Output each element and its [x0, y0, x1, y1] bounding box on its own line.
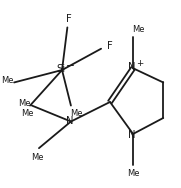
- Text: Me: Me: [132, 25, 145, 34]
- Text: Me: Me: [127, 169, 139, 178]
- Text: +: +: [136, 59, 144, 68]
- Text: Me: Me: [21, 109, 34, 118]
- Text: N: N: [66, 116, 74, 126]
- Text: N: N: [129, 130, 136, 140]
- Text: N: N: [129, 62, 136, 72]
- Text: F: F: [107, 41, 113, 51]
- Text: Me: Me: [31, 152, 43, 161]
- Text: Me: Me: [70, 109, 83, 118]
- Text: Me: Me: [1, 76, 13, 85]
- Text: Me: Me: [18, 99, 31, 108]
- Text: −: −: [66, 61, 75, 71]
- Text: Si: Si: [56, 64, 65, 74]
- Text: F: F: [66, 14, 72, 24]
